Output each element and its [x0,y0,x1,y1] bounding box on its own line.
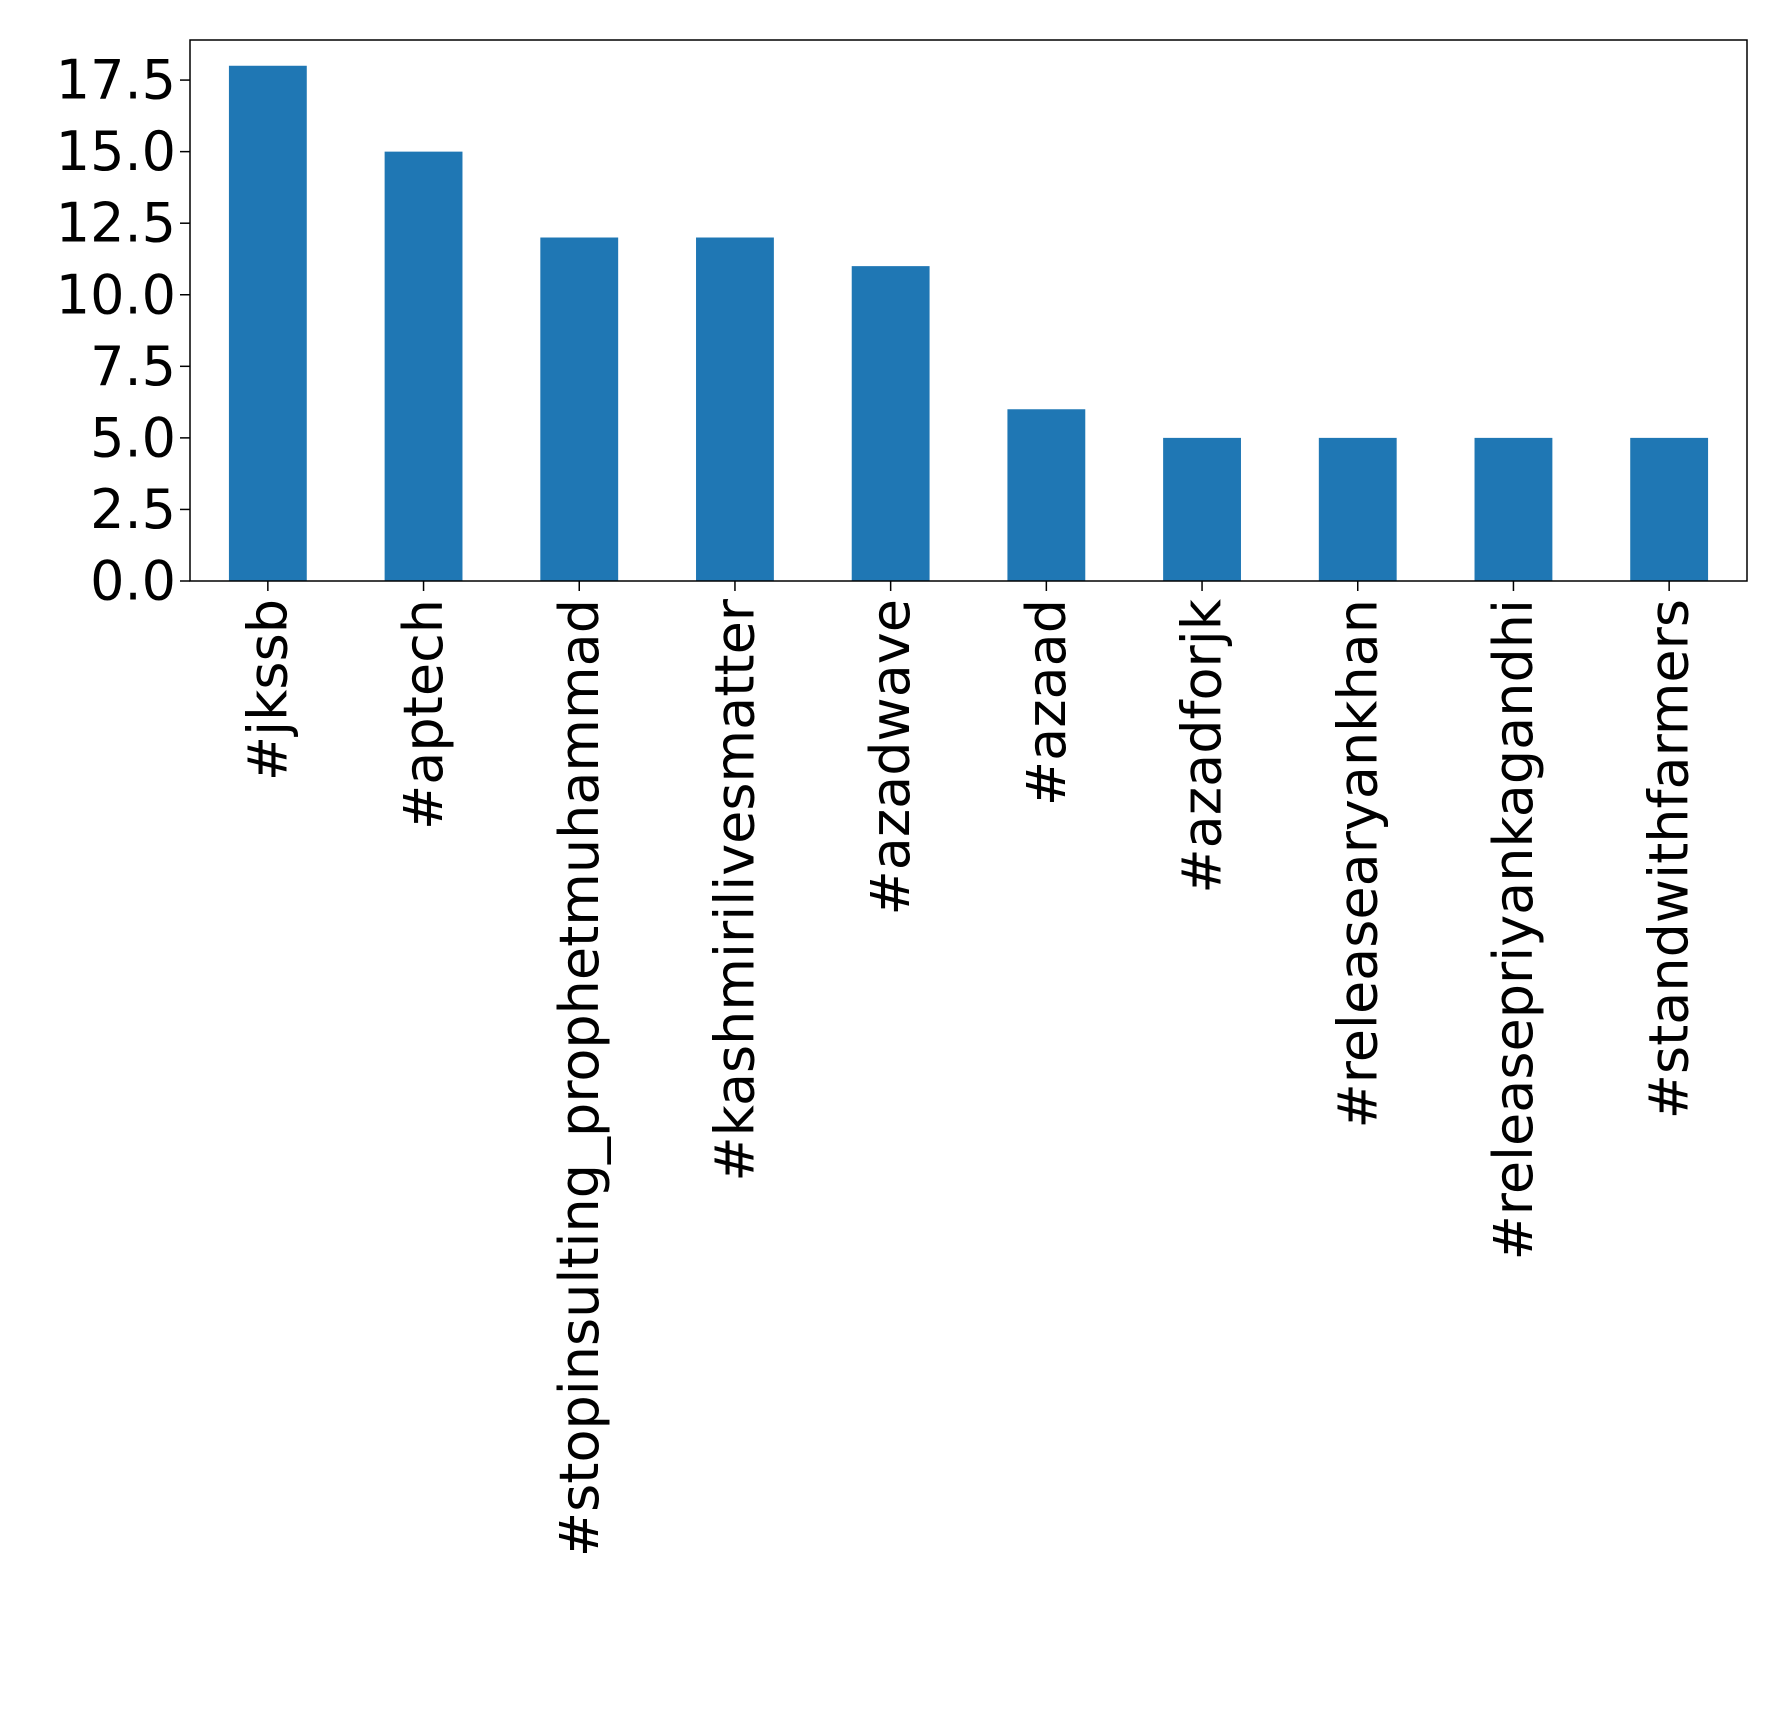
y-tick-label: 10.0 [56,263,176,326]
bar [1318,437,1397,581]
bar [228,65,307,581]
x-tick-label: #aptech [392,599,455,830]
y-tick-label: 2.5 [90,478,176,541]
y-tick-label: 17.5 [56,49,176,112]
x-tick-label: #azaad [1015,599,1078,806]
bar [1163,437,1241,581]
bar [1630,437,1709,581]
bar [384,151,463,581]
y-tick-label: 12.5 [56,192,176,255]
x-tick-label: #releasepriyankagandhi [1482,599,1545,1260]
plot-frame [189,39,1748,582]
bar [851,266,930,581]
y-tick-label: 7.5 [90,335,176,398]
x-axis-ticks: #jkssb #aptech #stopinsulting_prophetmuham… [236,581,1701,1557]
x-tick-label: #kashmirilivesmatter [703,598,766,1181]
bar [540,237,619,581]
x-tick-label: #azadforjk [1171,598,1234,893]
bar [1474,437,1553,581]
y-tick-label: 5.0 [90,406,176,469]
x-tick-label: #jkssb [236,599,299,781]
x-tick-label: #stopinsulting_prophetmuhammad [548,599,611,1557]
y-axis-ticks: 0.0 2.5 5.0 7.5 10.0 12.5 15.0 17.5 [56,49,190,613]
bar [696,237,774,581]
x-tick-label: #releasearyankhan [1326,599,1389,1129]
x-tick-label: #standwithfarmers [1638,599,1701,1119]
x-tick-label: #azadwave [859,599,922,916]
bar [1007,409,1086,581]
bars-group [228,65,1709,581]
y-tick-label: 15.0 [56,120,176,183]
y-tick-label: 0.0 [90,550,176,613]
